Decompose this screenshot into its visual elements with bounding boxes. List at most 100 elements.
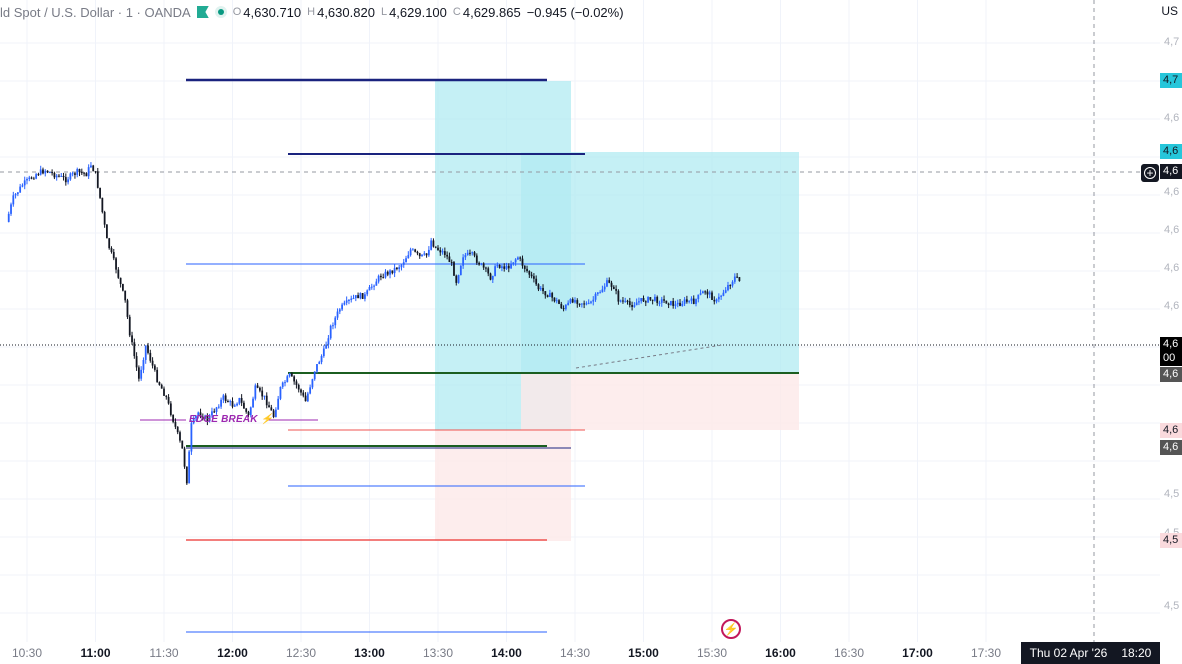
candle-body — [238, 398, 241, 404]
price-tag: 4,6 — [1160, 337, 1182, 352]
candle-body — [279, 386, 282, 399]
candle-body — [448, 256, 451, 263]
candle-body — [19, 186, 22, 193]
candle-body — [67, 179, 69, 183]
candle-body — [583, 303, 586, 305]
candle-body — [69, 173, 72, 180]
low-value: 4,629.100 — [389, 4, 447, 20]
candle-body — [701, 291, 704, 294]
flag-icon[interactable] — [196, 6, 209, 18]
candle-body — [676, 302, 679, 305]
candle-body — [708, 292, 711, 295]
candle-body — [140, 369, 143, 379]
price-axis-label: 4,6 — [1164, 186, 1180, 198]
candle-body — [364, 294, 366, 299]
candle-body — [409, 249, 412, 256]
add-alert-icon[interactable] — [1141, 164, 1159, 182]
candle-body — [183, 448, 186, 467]
candle-body — [51, 172, 54, 174]
candle-body — [94, 171, 97, 173]
time-axis-label: 14:30 — [559, 646, 591, 660]
candle-body — [243, 402, 245, 409]
candle-body — [352, 298, 355, 300]
candle-body — [402, 262, 405, 265]
price-axis-label: 4,7 — [1164, 36, 1180, 48]
candle-body — [622, 300, 624, 302]
candle-body — [160, 384, 163, 389]
close-label: C — [452, 6, 461, 18]
candle-body — [92, 165, 95, 172]
candle-body — [96, 171, 99, 188]
candle-body — [437, 247, 439, 251]
candle-body — [366, 290, 369, 295]
candle-body — [277, 398, 280, 410]
candle-body — [464, 255, 467, 258]
candle-body — [713, 299, 716, 302]
candle-body — [286, 376, 289, 383]
time-axis-label: 16:30 — [833, 646, 865, 660]
price-axis-label: 4,6 — [1164, 262, 1180, 274]
candle-body — [169, 403, 172, 415]
candle-body — [252, 398, 254, 408]
candle-body — [487, 268, 490, 274]
lightning-icon[interactable]: ⚡ — [721, 619, 741, 639]
candle-body — [293, 376, 296, 382]
candle-body — [21, 185, 24, 187]
candle-body — [407, 255, 410, 259]
position-zones — [435, 81, 799, 541]
candle-body — [382, 277, 385, 279]
edge-break-label: EDGE BREAK ⚡ — [189, 414, 274, 425]
candle-body — [338, 309, 341, 312]
candle-body — [265, 395, 268, 406]
candle-body — [507, 265, 510, 269]
candle-body — [313, 371, 316, 380]
currency-label[interactable]: US — [1161, 4, 1178, 18]
trend-line — [575, 344, 723, 369]
time-axis-label: 17:00 — [902, 646, 933, 660]
symbol-header: ld Spot / U.S. Dollar · 1 · OANDA O 4,63… — [0, 0, 624, 24]
candle-body — [213, 411, 216, 413]
candle-body — [558, 300, 560, 304]
candle-body — [85, 173, 88, 177]
candle-body — [48, 172, 51, 174]
candle-body — [688, 300, 691, 302]
candle-body — [302, 392, 305, 396]
candle-body — [546, 295, 549, 297]
candle-body — [720, 295, 723, 297]
time-axis-label: 17:30 — [970, 646, 1002, 660]
candle-body — [596, 292, 599, 294]
candle-body — [311, 379, 314, 388]
candle-body — [455, 275, 458, 283]
symbol-name[interactable]: ld Spot / U.S. Dollar · 1 · OANDA — [0, 4, 191, 20]
candle-body — [74, 173, 76, 175]
candle-body — [544, 291, 547, 296]
candle-body — [469, 252, 471, 254]
candle-body — [496, 264, 499, 267]
candle-body — [405, 258, 407, 263]
candle-body — [320, 356, 323, 363]
candle-body — [110, 248, 113, 252]
time-axis-label: 15:30 — [696, 646, 728, 660]
candle-body — [430, 240, 433, 250]
candle-body — [551, 293, 554, 298]
candle-body — [450, 262, 453, 264]
open-value: 4,630.710 — [243, 4, 302, 20]
candle-body — [528, 271, 531, 275]
candle-body — [192, 418, 195, 424]
crosshair-time: 18:20 — [1121, 646, 1152, 660]
candle-body — [706, 291, 709, 295]
candle-body — [247, 411, 250, 416]
candle-body — [601, 289, 604, 293]
candle-body — [174, 421, 177, 427]
candle-body — [530, 274, 533, 277]
candle-body — [124, 290, 127, 301]
candle-body — [58, 175, 60, 177]
candle-body — [411, 249, 414, 251]
candle-body — [603, 286, 606, 290]
candle-body — [348, 299, 350, 301]
candle-body — [663, 299, 665, 301]
candle-body — [695, 299, 697, 304]
candle-body — [359, 293, 362, 299]
candle-body — [158, 382, 161, 385]
